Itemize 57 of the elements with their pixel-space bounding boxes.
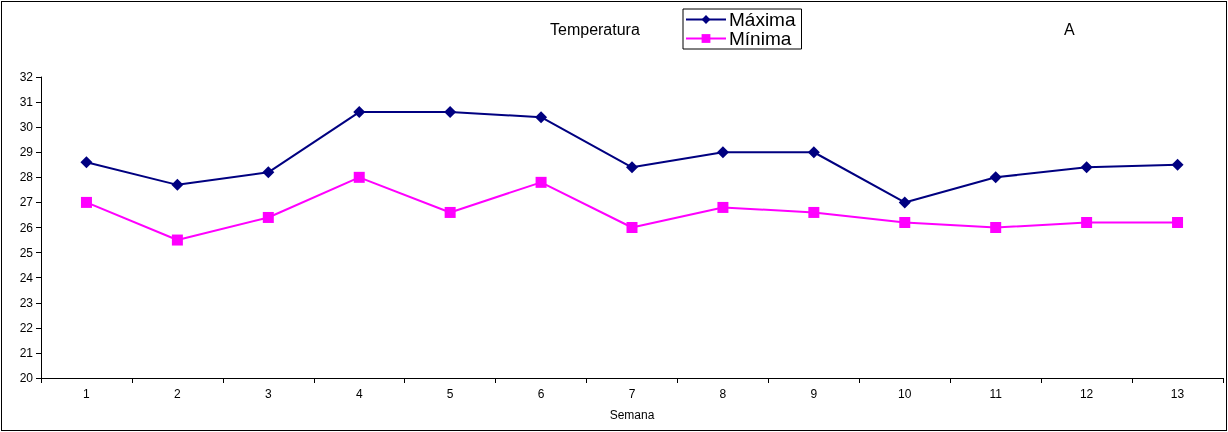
point (989, 171, 1002, 184)
y-tick-label: 32 (19, 70, 34, 84)
x-tick-label: 8 (719, 387, 727, 401)
y-tick-label: 22 (19, 320, 34, 335)
x-tick-label: 5 (446, 387, 454, 401)
point (444, 206, 456, 218)
point (171, 178, 184, 191)
y-tick-label: 29 (19, 145, 34, 160)
point (535, 111, 548, 124)
point (1081, 216, 1093, 228)
point (1171, 158, 1184, 171)
point (899, 216, 911, 228)
y-tick-label: 24 (19, 270, 34, 285)
point (898, 196, 911, 209)
point (626, 161, 638, 174)
y-tick-label: 31 (19, 95, 34, 110)
x-tick-label: 4 (355, 387, 363, 401)
point (626, 222, 638, 233)
point (807, 146, 820, 159)
y-tick-label: 23 (19, 295, 34, 310)
point (171, 234, 183, 246)
x-tick-label: 3 (264, 387, 272, 401)
point (716, 146, 729, 159)
x-tick-label: 13 (1170, 387, 1185, 401)
point (262, 166, 275, 179)
point (444, 106, 457, 119)
point (80, 196, 92, 208)
x-tick-label: 9 (810, 387, 818, 401)
x-tick-label: 11 (989, 387, 1003, 401)
x-tick-label: 12 (1079, 387, 1094, 401)
chart-title: Temperatura (550, 20, 640, 38)
point (717, 201, 729, 213)
x-axis-title: Semana (609, 408, 655, 422)
legend-label: Mínima (729, 28, 792, 49)
y-tick-label: 26 (19, 220, 34, 235)
y-tick-label: 30 (19, 120, 34, 135)
x-tick-label: 10 (898, 387, 912, 401)
x-tick-label: 2 (174, 387, 182, 401)
point (353, 106, 366, 119)
point (535, 176, 547, 188)
legend-label: Máxima (729, 9, 796, 30)
y-tick-label: 20 (19, 371, 34, 385)
x-tick-label: 7 (628, 387, 636, 401)
point (80, 156, 93, 169)
text: A (1064, 20, 1075, 38)
y-tick-label: 28 (19, 170, 34, 185)
x-tick-label: 1 (83, 387, 91, 401)
point (353, 171, 365, 183)
x-tick-label: 6 (537, 387, 545, 401)
y-tick-label: 25 (19, 245, 34, 260)
point (990, 222, 1002, 233)
point (1172, 216, 1184, 228)
point (1080, 161, 1093, 174)
y-tick-label: 21 (19, 345, 34, 360)
y-tick-label: 27 (19, 195, 34, 210)
point (808, 206, 820, 218)
point (262, 211, 274, 223)
